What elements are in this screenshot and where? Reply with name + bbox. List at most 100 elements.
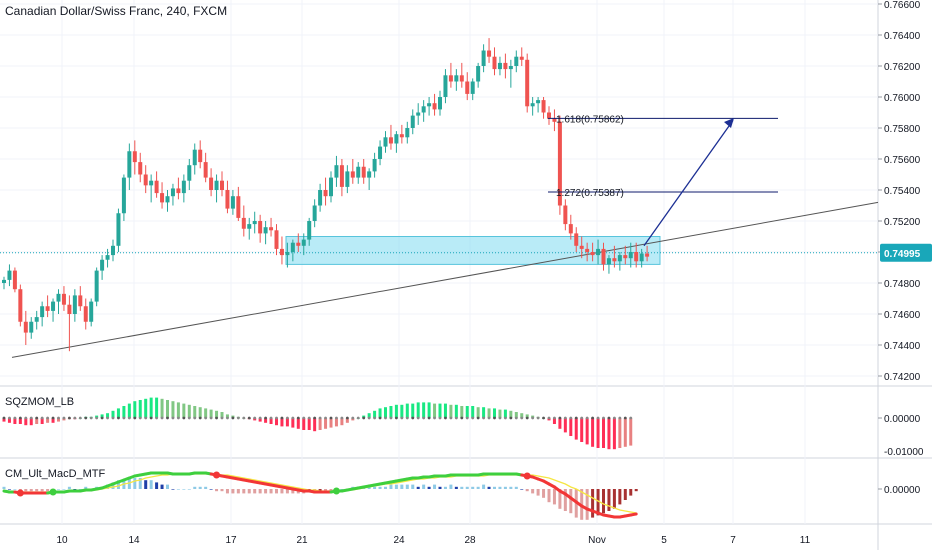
candle-body — [56, 293, 61, 302]
sqzmom-dot — [122, 416, 126, 420]
sqzmom-dot — [433, 416, 436, 420]
candle-body — [525, 59, 530, 107]
macd-histogram-bar — [225, 489, 229, 494]
candle-body — [45, 306, 50, 311]
candle-body — [410, 115, 415, 128]
sqzmom-dot — [476, 416, 480, 420]
sqzmom-dot — [335, 416, 338, 420]
candle-body — [187, 165, 192, 181]
sqzmom-dot — [226, 416, 229, 420]
price-tick-label: 0.76200 — [884, 62, 921, 73]
candle-body — [149, 180, 154, 186]
macd-histogram-bar — [487, 486, 491, 489]
candle-body — [2, 279, 6, 283]
macd-histogram-bar — [536, 489, 540, 496]
sqzmom-bar — [509, 410, 513, 418]
sqzmom-bar — [454, 404, 458, 418]
sqzmom-dot — [324, 416, 327, 420]
candle-body — [312, 205, 317, 221]
sqzmom-dot — [18, 416, 22, 420]
sqzmom-dot — [215, 416, 218, 420]
sqzmom-dot — [389, 416, 393, 420]
sqzmom-bar — [269, 418, 273, 424]
sqzmom-dot — [400, 416, 404, 420]
candle-body — [606, 258, 611, 265]
sqzmom-bar — [602, 418, 605, 448]
sqzmom-dot — [547, 416, 551, 420]
time-tick-label: Nov — [588, 535, 606, 546]
candle-body — [394, 134, 399, 144]
candle-body — [40, 306, 45, 318]
projection-arrow — [643, 120, 734, 247]
sqzmom-bar — [176, 402, 180, 418]
sqzmom-dot — [525, 416, 529, 420]
time-tick-label: 28 — [464, 535, 476, 546]
sqzmom-bar — [345, 418, 349, 423]
candle-body — [72, 295, 77, 314]
sqzmom-bar — [384, 407, 387, 418]
candle-body — [214, 180, 219, 190]
sqzmom-dot — [569, 416, 573, 420]
sqzmom-dot — [291, 416, 295, 420]
sqzmom-dot — [8, 416, 11, 420]
sqzmom-dot — [482, 416, 485, 420]
candle-body — [143, 174, 148, 186]
time-tick-label: 17 — [225, 535, 237, 546]
price-tick-label: 0.75200 — [884, 217, 921, 228]
candle-body — [105, 255, 110, 260]
sqzmom-bar — [302, 418, 306, 430]
macd-histogram-bar — [520, 489, 524, 490]
candle-body — [372, 159, 377, 172]
sqzmom-bar — [46, 418, 50, 423]
sqzmom-bar — [318, 418, 322, 430]
sqzmom-dot — [520, 416, 524, 420]
sqzmom-dot — [95, 416, 99, 420]
candle-body — [61, 293, 66, 305]
macd-histogram-bar — [133, 478, 137, 489]
candle-body — [94, 270, 99, 302]
macd-histogram-bar — [400, 484, 404, 489]
sqzmom-bar — [416, 402, 420, 418]
sqzmom-dot — [171, 416, 175, 420]
macd-histogram-bar — [585, 489, 589, 520]
sqzmom-bar — [35, 418, 39, 424]
candle-body — [579, 245, 584, 249]
candle-body — [383, 137, 388, 147]
sqzmom-dot — [591, 416, 594, 420]
sqzmom-bar — [209, 409, 213, 418]
macd-histogram-bar — [253, 489, 257, 494]
candle-body — [100, 259, 105, 271]
macd-histogram-bar — [493, 486, 496, 489]
sqzmom-dot — [487, 416, 491, 420]
sqzmom-bar — [166, 400, 169, 418]
sqzmom-bar — [493, 408, 496, 418]
fib-level-label: 1.618(0.75862) — [556, 114, 624, 125]
candle-body — [438, 97, 442, 110]
macd-cross-dot — [213, 471, 221, 479]
candle-body — [568, 224, 573, 234]
sqzmom-bar — [427, 402, 431, 418]
candle-body — [121, 177, 126, 214]
candle-body — [487, 50, 492, 57]
sqzmom-dot — [373, 416, 376, 420]
macd-histogram-bar — [7, 489, 11, 490]
sqzmom-dot — [444, 416, 447, 420]
sqzmom-dot — [629, 416, 633, 420]
macd-histogram-bar — [275, 489, 278, 494]
candle-body — [296, 242, 301, 246]
sqzmom-bar — [7, 418, 11, 423]
sqzmom-dot — [356, 416, 360, 420]
sqzmom-dot — [13, 416, 17, 420]
candle-body — [241, 217, 246, 229]
sqzmom-dot — [193, 416, 197, 420]
sqzmom-bar — [623, 418, 627, 447]
sqzmom-dot — [563, 416, 567, 420]
sqzmom-dot — [531, 416, 535, 420]
macd-histogram-bar — [558, 489, 562, 509]
candle-body — [388, 137, 393, 144]
macd-histogram-bar — [215, 489, 219, 492]
sqzmom-dot — [89, 416, 93, 420]
price-tick-label: 0.75400 — [884, 186, 921, 197]
sqzmom-dot — [574, 416, 578, 420]
